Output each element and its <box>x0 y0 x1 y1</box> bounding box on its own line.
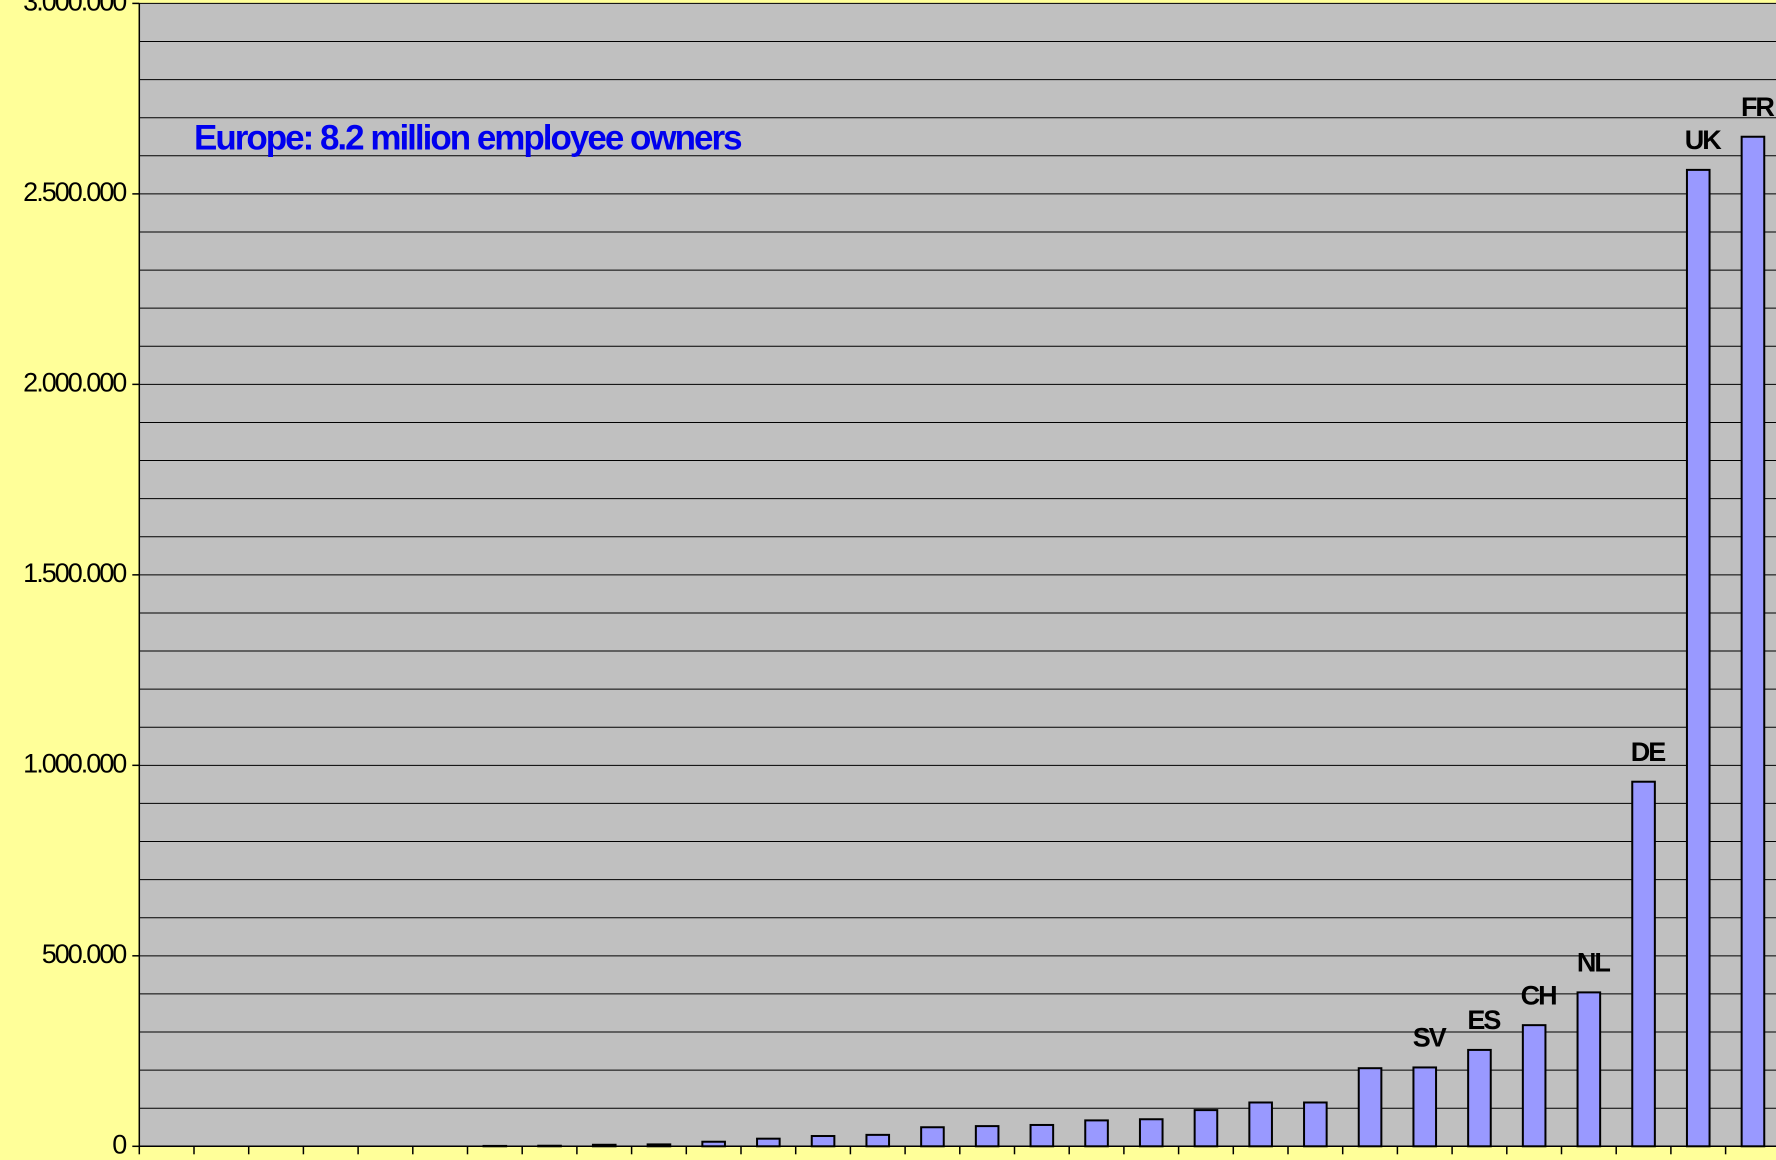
y-tick-label: 500.000 <box>42 939 127 969</box>
bar <box>1193 1109 1219 1148</box>
bar <box>810 1135 836 1148</box>
category-label: NL <box>1577 948 1610 978</box>
bar <box>1467 1048 1492 1148</box>
bar <box>974 1125 1000 1148</box>
annotation: Europe: 8.2 million employee owners <box>194 118 742 157</box>
y-tick-label: 1.000.000 <box>23 748 126 778</box>
y-tick-label: 3.000.000 <box>23 0 126 17</box>
bar <box>1357 1067 1383 1148</box>
y-tick-label: 0 <box>112 1129 126 1159</box>
bar <box>1029 1123 1055 1148</box>
bar <box>1248 1101 1273 1148</box>
y-tick-label: 1.500.000 <box>23 558 126 588</box>
bar <box>865 1133 891 1148</box>
category-label: CH <box>1521 980 1556 1010</box>
category-label: UK <box>1685 125 1722 155</box>
bar <box>1412 1066 1438 1148</box>
y-tick-label: 2.500.000 <box>23 177 126 207</box>
bar <box>1138 1118 1164 1148</box>
category-label: SV <box>1413 1023 1447 1053</box>
category-label: FR <box>1741 92 1774 122</box>
category-label: ES <box>1467 1005 1500 1035</box>
category-label: DE <box>1631 737 1665 767</box>
bar <box>756 1137 781 1148</box>
bar <box>1631 780 1656 1148</box>
bar <box>1084 1119 1109 1148</box>
bar <box>1521 1024 1547 1148</box>
y-tick-label: 2.000.000 <box>23 367 126 397</box>
bar <box>920 1126 945 1148</box>
bar <box>1576 991 1602 1148</box>
bar <box>1685 168 1711 1148</box>
bar <box>1303 1101 1328 1148</box>
bar <box>1740 135 1766 1148</box>
